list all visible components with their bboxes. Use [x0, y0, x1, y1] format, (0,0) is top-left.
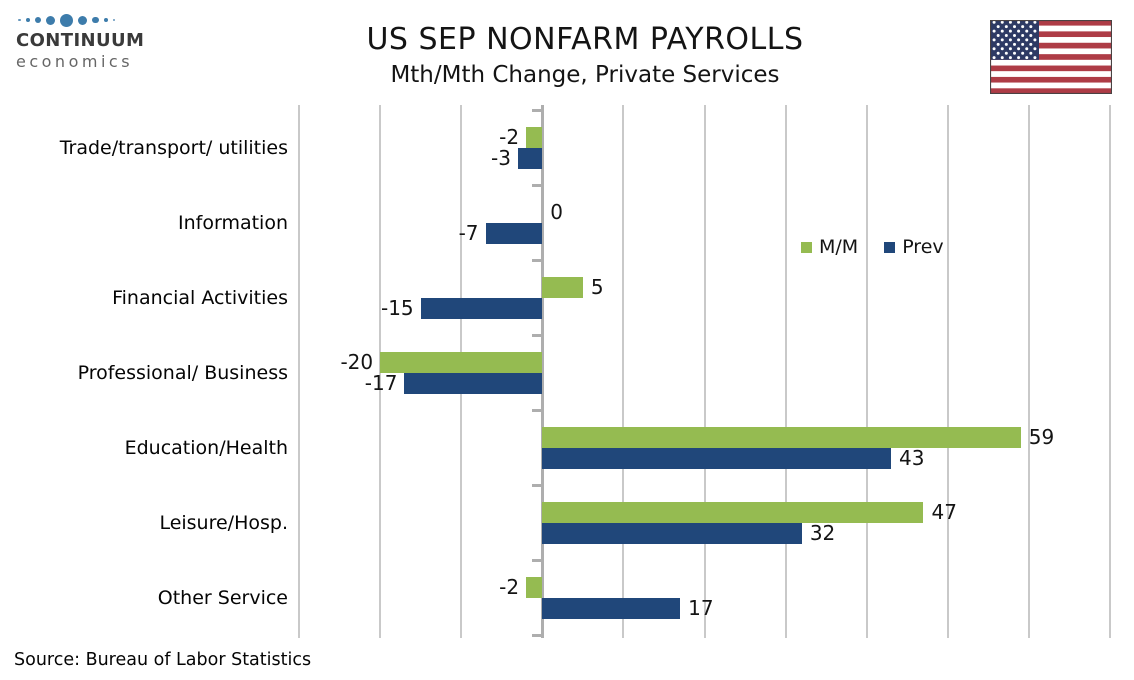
- category-labels: Trade/transport/ utilities Information Fin…: [0, 110, 288, 635]
- chart-subtitle: Mth/Mth Change, Private Services: [390, 62, 780, 88]
- legend-label: M/M: [819, 236, 859, 258]
- bar-mm: [542, 426, 1021, 448]
- data-label-mm: -2: [499, 124, 520, 149]
- category-label: Financial Activities: [112, 286, 288, 309]
- bar-prev: [420, 297, 543, 319]
- gridline: [946, 105, 949, 638]
- category-label: Other Service: [157, 586, 288, 609]
- axis-tick: [532, 483, 542, 487]
- data-label-mm: 0: [550, 199, 564, 224]
- data-label-prev: 43: [899, 445, 925, 470]
- axis-tick: [532, 333, 542, 337]
- legend-swatch-icon: [884, 241, 896, 253]
- bar-mm: [526, 576, 543, 598]
- chart-title: US SEP NONFARM PAYROLLS: [366, 22, 804, 57]
- bar-prev: [542, 522, 802, 544]
- data-label-mm: 59: [1028, 424, 1055, 449]
- logo-dots-icon: [18, 12, 196, 28]
- legend-label: Prev: [902, 236, 944, 258]
- gridline: [298, 105, 300, 638]
- logo-dot: [103, 18, 108, 22]
- bar-mm: [526, 126, 543, 148]
- logo-dot: [46, 15, 55, 25]
- legend-item-prev: Prev: [884, 236, 944, 258]
- data-label-mm: -20: [340, 349, 374, 374]
- axis-tick: [532, 408, 542, 412]
- bar-prev: [517, 147, 543, 169]
- bar-mm: [542, 276, 583, 298]
- data-label-prev: 17: [688, 595, 714, 620]
- logo-dot: [60, 13, 73, 27]
- logo-dot: [92, 16, 99, 24]
- bar-mm: [542, 501, 924, 523]
- gridline: [784, 105, 787, 638]
- us-flag-icon: [990, 20, 1112, 94]
- category-label: Leisure/Hosp.: [159, 511, 288, 534]
- axis-tick: [532, 558, 542, 562]
- logo-dot: [78, 15, 87, 25]
- axis-tick: [532, 108, 542, 112]
- bar-prev: [542, 447, 892, 469]
- data-label-prev: -7: [458, 220, 479, 245]
- logo-dot: [25, 18, 30, 22]
- data-label-prev: -15: [380, 295, 414, 320]
- gridline: [1027, 105, 1030, 638]
- bar-prev: [542, 597, 681, 619]
- plot-area: -2 -3 0 -7 5 -15 -20 -17 59 43 47 32 -2 17: [298, 105, 1111, 638]
- bar-prev: [404, 372, 543, 394]
- source-note: Source: Bureau of Labor Statistics: [14, 650, 312, 670]
- category-label: Trade/transport/ utilities: [59, 136, 288, 159]
- axis-tick: [532, 183, 542, 187]
- chart-header: US SEP NONFARM PAYROLLS Mth/Mth Change, …: [180, 22, 990, 88]
- bar-mm: [380, 351, 543, 373]
- flag-stars: [992, 20, 1037, 60]
- logo-name: CONTINUUM: [16, 30, 145, 51]
- logo-dot: [112, 18, 115, 22]
- data-label-mm: 47: [931, 499, 957, 524]
- category-label: Professional/ Business: [77, 361, 288, 384]
- data-label-prev: -3: [491, 145, 511, 170]
- data-label-prev: 32: [809, 520, 836, 545]
- category-label: Information: [178, 211, 288, 234]
- logo-dot: [34, 16, 41, 24]
- legend: M/M Prev: [801, 236, 944, 258]
- logo-tagline: economics: [16, 52, 134, 71]
- gridline: [865, 105, 868, 638]
- category-label: Education/Health: [124, 436, 288, 459]
- legend-swatch-icon: [801, 241, 812, 253]
- axis-tick: [532, 633, 542, 637]
- flag-border: [990, 20, 1112, 94]
- data-label-mm: -2: [499, 574, 520, 599]
- data-label-prev: -17: [364, 370, 398, 395]
- bar-prev: [485, 222, 543, 244]
- gridline: [622, 105, 625, 638]
- logo: CONTINUUM economics: [16, 12, 196, 71]
- data-label-mm: 5: [590, 274, 604, 299]
- gridline: [703, 105, 706, 638]
- gridline: [1109, 105, 1111, 638]
- zero-axis-line: [540, 105, 544, 638]
- flag-stripes: [990, 20, 1112, 94]
- axis-tick: [532, 258, 542, 262]
- logo-dot: [18, 18, 21, 22]
- legend-item-mm: M/M: [801, 236, 858, 258]
